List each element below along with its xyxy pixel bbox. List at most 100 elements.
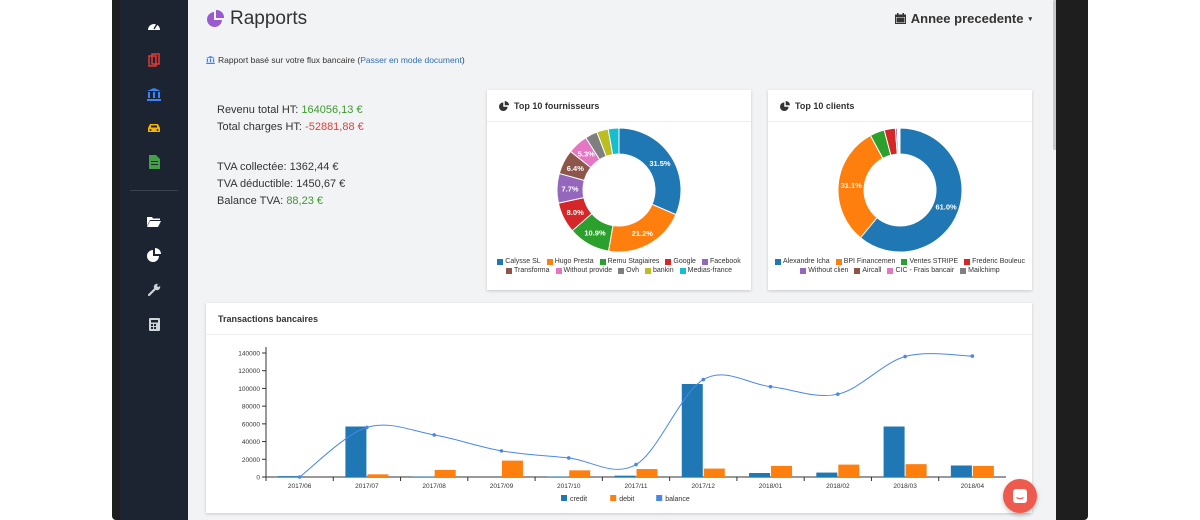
legend-item[interactable]: Without provide xyxy=(555,267,612,274)
scrollbar[interactable] xyxy=(1053,0,1056,150)
legend-label: Hugo Presta xyxy=(554,258,594,265)
credit-bar[interactable] xyxy=(883,426,905,477)
credit-bar[interactable] xyxy=(681,384,703,477)
legend-swatch xyxy=(656,495,663,501)
x-tick-label: 2018/02 xyxy=(826,483,850,490)
legend-label[interactable]: balance xyxy=(665,496,690,503)
x-tick-label: 2018/04 xyxy=(961,483,985,490)
legend-item[interactable]: CIC - Frais bancair xyxy=(887,267,954,274)
balance-point[interactable] xyxy=(701,377,706,382)
legend-swatch xyxy=(835,258,842,265)
credit-bar[interactable] xyxy=(950,465,972,477)
legend-swatch xyxy=(599,258,606,265)
legend-item[interactable]: Transforma xyxy=(505,267,550,274)
legend-item[interactable]: Calysse SL xyxy=(497,258,541,265)
legend-swatch xyxy=(555,267,562,274)
legend-item[interactable]: Hugo Presta xyxy=(546,258,594,265)
chat-launcher-button[interactable] xyxy=(1003,479,1037,513)
car-icon[interactable] xyxy=(142,117,166,139)
balance-point[interactable] xyxy=(365,425,369,430)
card-header: Transactions bancaires xyxy=(206,303,1032,335)
balance-point[interactable] xyxy=(768,384,773,389)
debit-bar[interactable] xyxy=(434,469,456,477)
legend-swatch xyxy=(665,258,672,265)
main-content: Rapports Annee precedente ▾ Rapport basé… xyxy=(188,0,1056,520)
legend-item[interactable]: Without clien xyxy=(800,267,848,274)
legend-item[interactable]: Mailchimp xyxy=(960,267,1000,274)
pie-chart-icon[interactable] xyxy=(142,244,166,266)
credit-bar[interactable] xyxy=(614,475,636,477)
balance-point[interactable] xyxy=(432,433,436,437)
legend-swatch xyxy=(887,267,894,274)
debit-bar[interactable] xyxy=(703,468,725,477)
legend-label: bankin xyxy=(653,267,674,274)
donut-slice[interactable] xyxy=(618,127,682,216)
bank-icon xyxy=(206,56,215,64)
legend-item[interactable]: Alexandre Icha xyxy=(774,258,830,265)
donut-slice[interactable] xyxy=(859,127,963,253)
bank-icon[interactable] xyxy=(142,83,166,105)
debit-bar[interactable] xyxy=(972,465,994,477)
debit-bar[interactable] xyxy=(771,465,793,477)
credit-bar[interactable] xyxy=(749,473,771,477)
period-dropdown[interactable]: Annee precedente ▾ xyxy=(894,11,1032,26)
balance-point[interactable] xyxy=(499,449,504,453)
debit-bar[interactable] xyxy=(367,474,389,477)
folder-icon[interactable] xyxy=(142,210,166,232)
donut-slice[interactable] xyxy=(607,127,620,156)
x-tick-label: 2017/12 xyxy=(692,483,716,490)
legend-label: Aircall xyxy=(862,267,882,274)
legend-item[interactable]: Ventes STRIPE xyxy=(901,258,958,265)
legend-item[interactable]: Remu Stagiaires xyxy=(599,258,659,265)
donut-slice[interactable] xyxy=(898,127,901,155)
balance-point[interactable] xyxy=(836,392,840,396)
report-source-note: Rapport basé sur votre flux bancaire (Pa… xyxy=(206,55,465,65)
x-tick-label: 2017/08 xyxy=(422,483,446,490)
legend-label: Mailchimp xyxy=(968,267,1000,274)
legend-label[interactable]: credit xyxy=(570,496,587,503)
fournisseurs-legend: Calysse SL Hugo Presta Remu Stagiaires Goog… xyxy=(487,258,751,276)
debit-bar[interactable] xyxy=(905,464,927,477)
dashboard-icon[interactable] xyxy=(142,15,166,37)
legend-item[interactable]: Frederic Bouleuc xyxy=(964,258,1025,265)
spreadsheet-icon[interactable] xyxy=(142,151,166,173)
debit-bar[interactable] xyxy=(569,470,591,477)
document-mode-link[interactable]: Passer en mode document xyxy=(360,55,462,65)
tva-collectee-label: TVA collectée: xyxy=(217,161,287,173)
legend-item[interactable]: Aircall xyxy=(854,267,881,274)
clients-legend: Alexandre Icha BPI Financemen Ventes STRIP… xyxy=(768,258,1032,276)
legend-item[interactable]: Medias-france xyxy=(679,267,732,274)
debit-bar[interactable] xyxy=(838,464,860,477)
legend-swatch xyxy=(679,267,686,274)
balance-point[interactable] xyxy=(970,354,975,358)
legend-item[interactable]: bankin xyxy=(645,267,674,274)
legend-item[interactable]: Ovh xyxy=(618,267,639,274)
slice-value-label: 31.1% xyxy=(841,181,863,190)
top-fournisseurs-card: Top 10 fournisseurs 31.5% 21.2% 10.9% 8.0% 7… xyxy=(487,90,751,290)
legend-swatch xyxy=(854,267,861,274)
charges-label: Total charges HT: xyxy=(217,121,302,133)
card-header: Top 10 fournisseurs xyxy=(487,90,751,122)
legend-label: Facebook xyxy=(709,258,741,265)
balance-point[interactable] xyxy=(566,456,571,460)
credit-bar[interactable] xyxy=(816,472,838,477)
x-tick-label: 2017/10 xyxy=(557,483,581,490)
credit-bar[interactable] xyxy=(278,476,300,477)
debit-bar[interactable] xyxy=(501,460,523,477)
slice-value-label: 61.0% xyxy=(935,203,957,212)
slice-value-label: 5.3% xyxy=(578,150,595,159)
legend-item[interactable]: Facebook xyxy=(701,258,741,265)
legend-label[interactable]: debit xyxy=(619,496,634,503)
credit-bar[interactable] xyxy=(345,426,367,477)
documents-icon[interactable] xyxy=(142,49,166,71)
legend-item[interactable]: Google xyxy=(665,258,696,265)
balance-tva-label: Balance TVA: xyxy=(217,195,284,207)
calculator-icon[interactable] xyxy=(142,313,166,335)
debit-bar[interactable] xyxy=(636,469,658,477)
legend-swatch xyxy=(964,258,971,265)
balance-point[interactable] xyxy=(903,354,907,359)
wrench-icon[interactable] xyxy=(142,278,166,300)
legend-item[interactable]: BPI Financemen xyxy=(835,258,895,265)
balance-point[interactable] xyxy=(297,475,302,479)
balance-point[interactable] xyxy=(634,462,638,467)
